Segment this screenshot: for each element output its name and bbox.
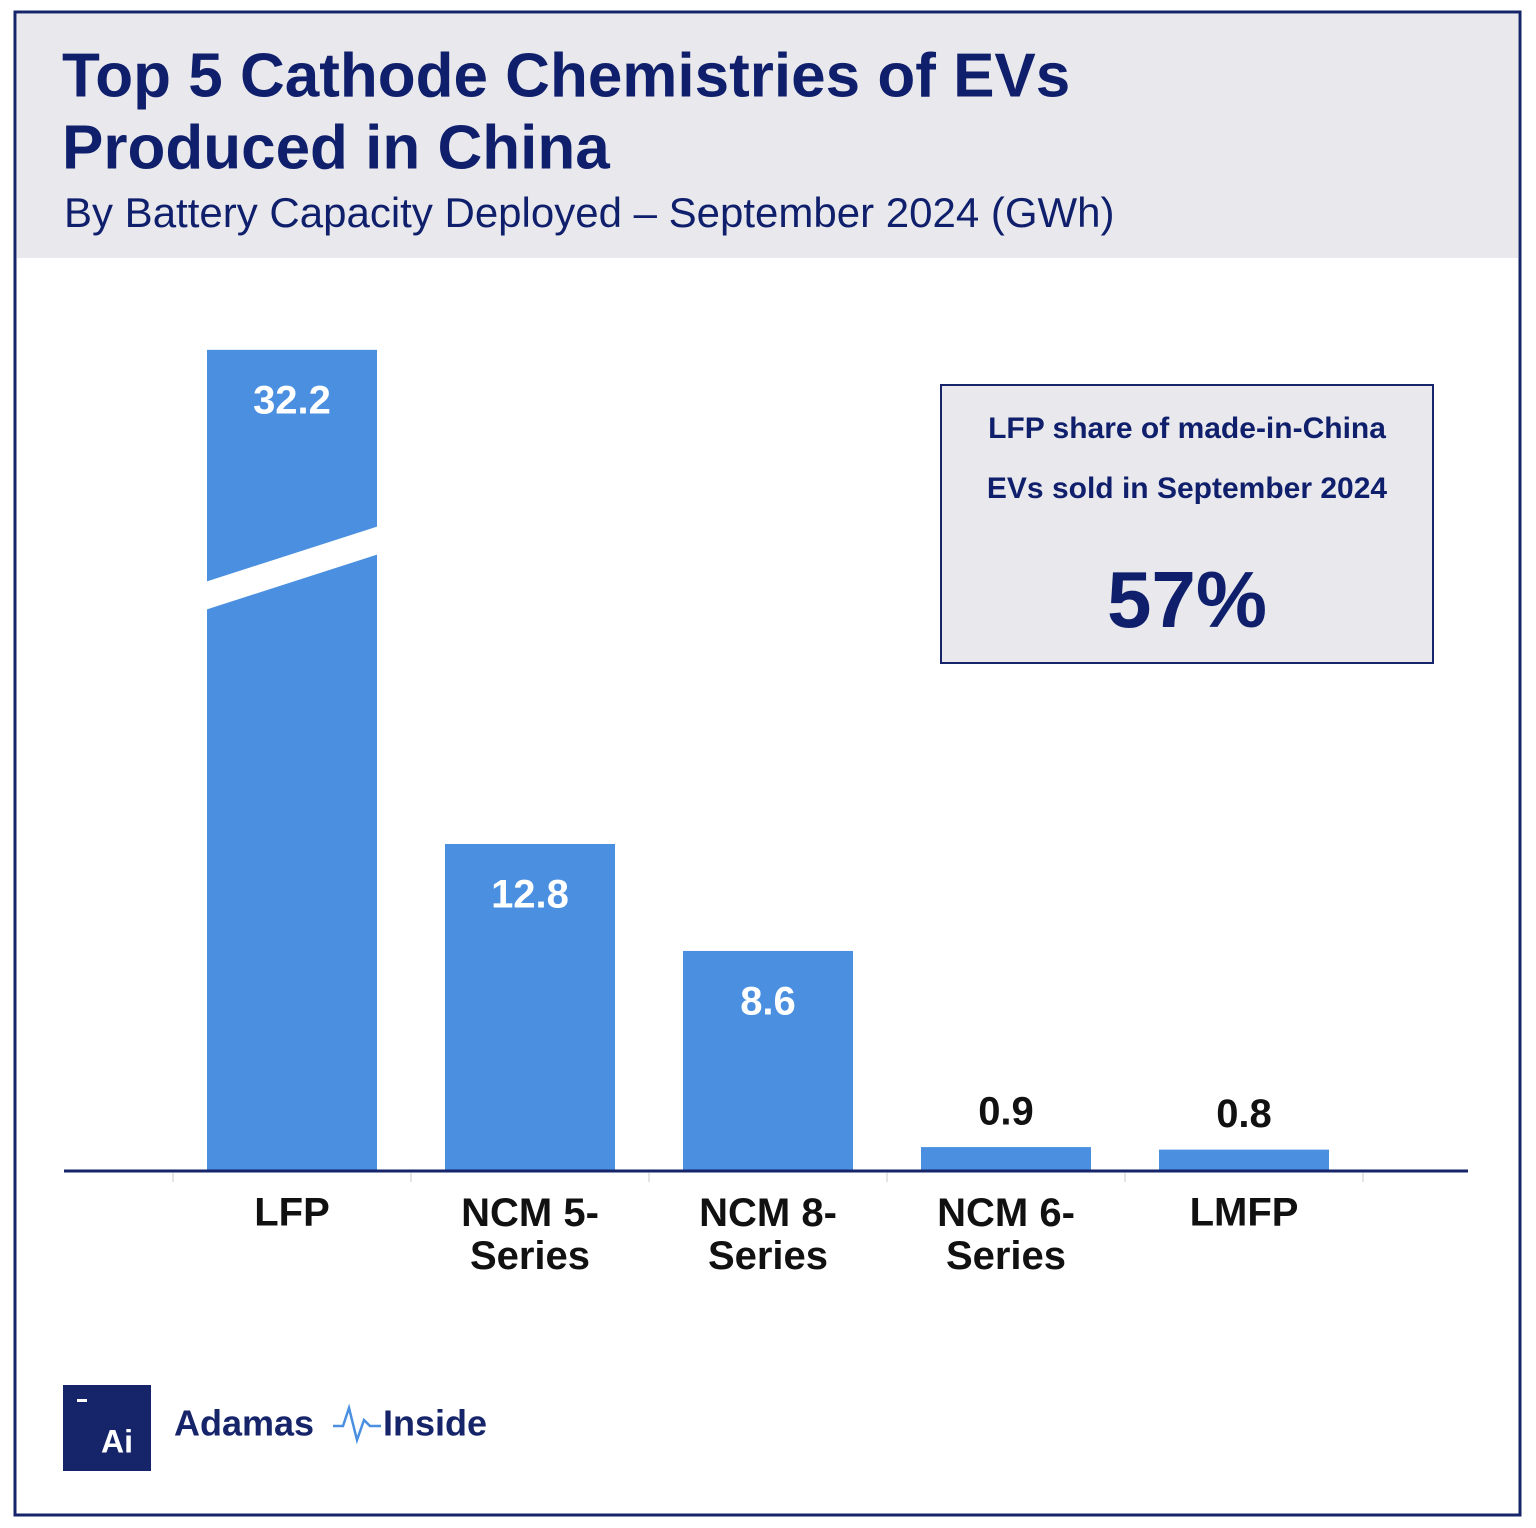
- axis-break: [205, 526, 379, 610]
- plot: 32.2 LFP 12.8 NCM 5-Series 8.6 NCM 8-Series 0.…: [172, 349, 1364, 1278]
- brand-name: Inside: [383, 1403, 487, 1444]
- brand-pulse: [333, 1403, 381, 1445]
- annotation-text: EVs sold in September 2024: [987, 472, 1387, 505]
- header-band: [17, 14, 1518, 258]
- value-label: 0.9: [978, 1090, 1034, 1134]
- brand-name: Adamas: [174, 1403, 314, 1444]
- logo-dash: [77, 1399, 87, 1402]
- value-label: 8.6: [740, 980, 796, 1024]
- bar: [445, 843, 615, 1170]
- x-tick-label: NCM 8-Series: [699, 1191, 837, 1278]
- x-tick-label: LFP: [254, 1191, 330, 1235]
- bar: [207, 349, 377, 1170]
- x-tick-label: NCM 5-Series: [461, 1191, 599, 1278]
- bar: [1159, 1149, 1329, 1170]
- x-tick-label: NCM 6-Series: [937, 1191, 1075, 1278]
- x-tick-label: LMFP: [1190, 1191, 1299, 1235]
- value-label: 32.2: [253, 378, 331, 422]
- logo-text: Ai: [101, 1423, 133, 1459]
- bar: [683, 950, 853, 1170]
- bar: [921, 1147, 1091, 1170]
- annotation-box: [940, 384, 1434, 664]
- value-label: 12.8: [491, 873, 569, 917]
- chart-subtitle: By Battery Capacity Deployed – September…: [64, 189, 1115, 236]
- value-label: 0.8: [1216, 1092, 1272, 1136]
- annotation-text: LFP share of made-in-China: [988, 412, 1386, 445]
- chart-title: Produced in China: [62, 113, 610, 182]
- chart-title: Top 5 Cathode Chemistries of EVs: [62, 41, 1070, 110]
- annotation-value: 57%: [1107, 555, 1267, 644]
